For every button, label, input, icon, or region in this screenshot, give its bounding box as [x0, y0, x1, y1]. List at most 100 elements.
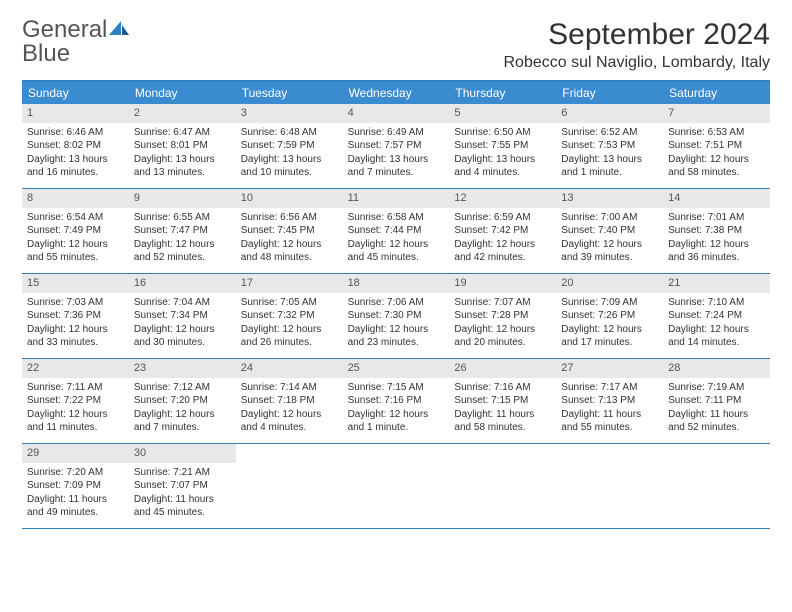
sunrise-text: Sunrise: 6:56 AM	[241, 211, 338, 225]
day-header: Saturday	[663, 82, 770, 104]
day-cell	[449, 444, 556, 528]
day-number: 25	[343, 359, 450, 378]
sunrise-text: Sunrise: 6:58 AM	[348, 211, 445, 225]
sunset-text: Sunset: 7:11 PM	[668, 394, 765, 408]
daylight-text: Daylight: 12 hours	[348, 323, 445, 337]
logo-text-block: General Blue	[22, 18, 131, 66]
daylight-text: and 30 minutes.	[134, 336, 231, 350]
day-header: Friday	[556, 82, 663, 104]
daylight-text: Daylight: 11 hours	[454, 408, 551, 422]
sunrise-text: Sunrise: 7:01 AM	[668, 211, 765, 225]
daylight-text: Daylight: 12 hours	[134, 408, 231, 422]
day-number: 26	[449, 359, 556, 378]
daylight-text: Daylight: 12 hours	[241, 238, 338, 252]
calendar: Sunday Monday Tuesday Wednesday Thursday…	[22, 80, 770, 529]
day-number: 18	[343, 274, 450, 293]
sunset-text: Sunset: 7:07 PM	[134, 479, 231, 493]
header: General Blue September 2024 Robecco sul …	[22, 18, 770, 72]
daylight-text: and 4 minutes.	[454, 166, 551, 180]
daylight-text: and 16 minutes.	[27, 166, 124, 180]
day-cell: 3Sunrise: 6:48 AMSunset: 7:59 PMDaylight…	[236, 104, 343, 188]
daylight-text: Daylight: 12 hours	[454, 323, 551, 337]
daylight-text: Daylight: 13 hours	[27, 153, 124, 167]
title-block: September 2024 Robecco sul Naviglio, Lom…	[504, 18, 771, 72]
day-number: 4	[343, 104, 450, 123]
daylight-text: and 49 minutes.	[27, 506, 124, 520]
month-title: September 2024	[504, 18, 771, 52]
sunset-text: Sunset: 7:45 PM	[241, 224, 338, 238]
daylight-text: and 1 minute.	[561, 166, 658, 180]
logo: General Blue	[22, 18, 131, 66]
sunrise-text: Sunrise: 7:16 AM	[454, 381, 551, 395]
day-cell: 2Sunrise: 6:47 AMSunset: 8:01 PMDaylight…	[129, 104, 236, 188]
sunset-text: Sunset: 7:51 PM	[668, 139, 765, 153]
day-cell	[663, 444, 770, 528]
day-cell: 16Sunrise: 7:04 AMSunset: 7:34 PMDayligh…	[129, 274, 236, 358]
day-cell: 30 Sunrise: 7:21 AMSunset: 7:07 PMDayligh…	[129, 444, 236, 528]
day-number: 10	[236, 189, 343, 208]
sunset-text: Sunset: 7:36 PM	[27, 309, 124, 323]
day-number: 9	[129, 189, 236, 208]
daylight-text: Daylight: 12 hours	[668, 238, 765, 252]
sunrise-text: Sunrise: 7:03 AM	[27, 296, 124, 310]
day-cell: 27Sunrise: 7:17 AMSunset: 7:13 PMDayligh…	[556, 359, 663, 443]
sunset-text: Sunset: 7:59 PM	[241, 139, 338, 153]
day-cell: 24Sunrise: 7:14 AMSunset: 7:18 PMDayligh…	[236, 359, 343, 443]
daylight-text: Daylight: 12 hours	[668, 323, 765, 337]
sunset-text: Sunset: 7:49 PM	[27, 224, 124, 238]
daylight-text: and 58 minutes.	[668, 166, 765, 180]
sunset-text: Sunset: 7:15 PM	[454, 394, 551, 408]
day-cell: 22Sunrise: 7:11 AMSunset: 7:22 PMDayligh…	[22, 359, 129, 443]
daylight-text: and 10 minutes.	[241, 166, 338, 180]
daylight-text: and 7 minutes.	[134, 421, 231, 435]
day-cell: 18Sunrise: 7:06 AMSunset: 7:30 PMDayligh…	[343, 274, 450, 358]
week-row: 8Sunrise: 6:54 AMSunset: 7:49 PMDaylight…	[22, 189, 770, 274]
day-number: 30	[129, 444, 236, 463]
day-number: 2	[129, 104, 236, 123]
day-cell: 21Sunrise: 7:10 AMSunset: 7:24 PMDayligh…	[663, 274, 770, 358]
daylight-text: and 42 minutes.	[454, 251, 551, 265]
daylight-text: Daylight: 12 hours	[668, 153, 765, 167]
sunset-text: Sunset: 7:34 PM	[134, 309, 231, 323]
day-header: Tuesday	[236, 82, 343, 104]
sunrise-text: Sunrise: 6:49 AM	[348, 126, 445, 140]
daylight-text: Daylight: 12 hours	[348, 238, 445, 252]
sunrise-text: Sunrise: 6:53 AM	[668, 126, 765, 140]
daylight-text: Daylight: 12 hours	[134, 238, 231, 252]
sunrise-text: Sunrise: 7:09 AM	[561, 296, 658, 310]
sunset-text: Sunset: 7:28 PM	[454, 309, 551, 323]
day-number: 8	[22, 189, 129, 208]
daylight-text: Daylight: 13 hours	[561, 153, 658, 167]
daylight-text: Daylight: 12 hours	[561, 323, 658, 337]
daylight-text: Daylight: 11 hours	[134, 493, 231, 507]
sunrise-text: Sunrise: 7:15 AM	[348, 381, 445, 395]
day-cell: 12Sunrise: 6:59 AMSunset: 7:42 PMDayligh…	[449, 189, 556, 273]
day-header: Sunday	[22, 82, 129, 104]
day-number: 13	[556, 189, 663, 208]
sunrise-text: Sunrise: 7:05 AM	[241, 296, 338, 310]
sunset-text: Sunset: 7:40 PM	[561, 224, 658, 238]
week-row: 29Sunrise: 7:20 AMSunset: 7:09 PMDayligh…	[22, 444, 770, 529]
day-cell: 6Sunrise: 6:52 AMSunset: 7:53 PMDaylight…	[556, 104, 663, 188]
daylight-text: and 45 minutes.	[348, 251, 445, 265]
daylight-text: Daylight: 12 hours	[27, 408, 124, 422]
daylight-text: Daylight: 12 hours	[27, 238, 124, 252]
day-number: 7	[663, 104, 770, 123]
sunrise-text: Sunrise: 7:21 AM	[134, 466, 231, 480]
sunrise-text: Sunrise: 7:10 AM	[668, 296, 765, 310]
week-row: 22Sunrise: 7:11 AMSunset: 7:22 PMDayligh…	[22, 359, 770, 444]
day-cell: 5Sunrise: 6:50 AMSunset: 7:55 PMDaylight…	[449, 104, 556, 188]
day-number: 11	[343, 189, 450, 208]
day-cell: 1Sunrise: 6:46 AMSunset: 8:02 PMDaylight…	[22, 104, 129, 188]
day-cell: 9Sunrise: 6:55 AMSunset: 7:47 PMDaylight…	[129, 189, 236, 273]
day-number: 29	[22, 444, 129, 463]
daylight-text: and 26 minutes.	[241, 336, 338, 350]
sunrise-text: Sunrise: 6:54 AM	[27, 211, 124, 225]
daylight-text: and 20 minutes.	[454, 336, 551, 350]
sunset-text: Sunset: 7:26 PM	[561, 309, 658, 323]
sunrise-text: Sunrise: 6:50 AM	[454, 126, 551, 140]
sunset-text: Sunset: 7:47 PM	[134, 224, 231, 238]
sunset-text: Sunset: 8:02 PM	[27, 139, 124, 153]
daylight-text: and 55 minutes.	[561, 421, 658, 435]
daylight-text: and 52 minutes.	[668, 421, 765, 435]
